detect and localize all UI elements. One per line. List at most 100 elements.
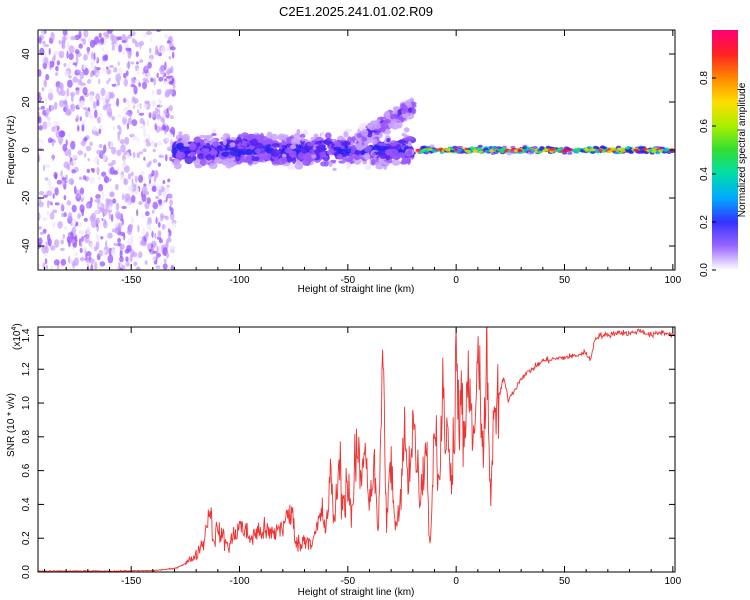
heatmap-cell	[112, 125, 116, 131]
heatmap-cell	[138, 251, 143, 258]
heatmap-cell	[211, 151, 217, 156]
heatmap-cell	[310, 152, 315, 155]
heatmap-cell	[130, 171, 134, 177]
heatmap-cell	[137, 224, 140, 233]
heatmap-cell	[127, 201, 131, 206]
heatmap-cell	[145, 231, 149, 238]
heatmap-cell	[270, 149, 280, 158]
heatmap-cell	[353, 158, 362, 165]
heatmap-cell	[87, 158, 90, 162]
heatmap-cell	[340, 145, 345, 149]
heatmap-cell	[182, 133, 190, 141]
heatmap-cell	[43, 79, 48, 88]
heatmap-xtick-label: -150	[121, 275, 141, 286]
heatmap-cell	[240, 154, 245, 161]
heatmap-cell	[170, 126, 176, 135]
heatmap-cell	[96, 72, 100, 76]
snr-multiplier: (x104)	[11, 323, 23, 350]
heatmap-panel: -150 -100 -50 0 50 100 -40 -20 0 20 40 Height of s…	[6, 29, 682, 295]
heatmap-cell	[149, 36, 153, 43]
heatmap-cell	[406, 136, 415, 141]
heatmap-cell	[68, 178, 75, 185]
heatmap-cell	[47, 200, 53, 205]
colorbar-tick-label: 0.6	[699, 119, 710, 133]
heatmap-cell	[109, 178, 112, 182]
heatmap-cell	[73, 185, 77, 195]
heatmap-cell	[107, 232, 113, 239]
heatmap-cell	[192, 155, 197, 161]
heatmap-cell	[158, 154, 165, 158]
heatmap-cell	[121, 205, 127, 210]
heatmap-cell	[465, 150, 471, 153]
heatmap-xtick-label: -100	[229, 275, 249, 286]
heatmap-cell	[406, 103, 413, 108]
heatmap-cell	[61, 40, 65, 49]
heatmap-cell	[143, 133, 147, 138]
heatmap-cell	[152, 110, 156, 119]
heatmap-cell	[176, 151, 183, 158]
snr-ytick-label: 0.6	[21, 463, 32, 477]
heatmap-cell	[63, 63, 67, 67]
heatmap-cell	[510, 150, 515, 154]
heatmap-cell	[389, 148, 399, 156]
heatmap-cell	[323, 140, 333, 144]
heatmap-cell	[107, 254, 114, 264]
heatmap-cell	[117, 213, 121, 220]
heatmap-cell	[400, 108, 407, 115]
heatmap-cell	[89, 176, 95, 184]
heatmap-cell	[75, 114, 80, 122]
heatmap-cell	[375, 119, 381, 123]
heatmap-cell	[50, 32, 55, 41]
heatmap-cell	[38, 95, 42, 102]
heatmap-cell	[53, 101, 58, 110]
heatmap-cell	[144, 80, 150, 83]
heatmap-cell	[165, 154, 168, 162]
heatmap-cell	[355, 143, 363, 149]
heatmap-cell	[142, 81, 147, 90]
heatmap-cell	[147, 133, 151, 141]
heatmap-cell	[220, 136, 225, 140]
heatmap-cell	[53, 259, 60, 266]
heatmap-cell	[48, 88, 53, 94]
heatmap-cell	[80, 100, 85, 108]
snr-ytick-label: 0.0	[21, 565, 32, 579]
heatmap-cell	[324, 160, 329, 167]
heatmap-cell	[42, 164, 46, 172]
heatmap-cell	[163, 80, 169, 85]
heatmap-cell	[59, 247, 65, 252]
heatmap-cell	[75, 87, 80, 91]
heatmap-ytick-label: 40	[21, 48, 32, 60]
heatmap-cell	[110, 248, 116, 256]
heatmap-cell	[136, 267, 140, 270]
heatmap-cell	[353, 155, 363, 160]
heatmap-cell	[105, 202, 110, 212]
heatmap-cell	[138, 82, 142, 87]
heatmap-cell	[398, 139, 406, 144]
heatmap-cell	[113, 67, 118, 73]
heatmap-cell	[65, 139, 68, 147]
heatmap-cell	[158, 198, 163, 206]
heatmap-cell	[152, 148, 156, 153]
heatmap-cell	[38, 212, 41, 221]
heatmap-cell	[67, 212, 73, 221]
heatmap-xlabel: Height of straight line (km)	[298, 284, 415, 295]
heatmap-cell	[429, 144, 435, 148]
heatmap-cell	[571, 149, 577, 153]
heatmap-cell	[354, 149, 361, 155]
heatmap-cell	[188, 142, 197, 151]
heatmap-cell	[105, 240, 108, 250]
heatmap-cell	[270, 133, 278, 141]
heatmap-cell	[427, 148, 433, 151]
heatmap-cell	[50, 265, 54, 270]
heatmap-cell	[152, 255, 157, 262]
heatmap-cell	[160, 46, 167, 54]
heatmap-cell	[93, 52, 96, 61]
heatmap-cell	[152, 250, 158, 254]
heatmap-cell	[169, 205, 172, 211]
heatmap-cell	[125, 47, 132, 52]
heatmap-cell	[166, 47, 171, 52]
heatmap-cell	[38, 138, 42, 144]
heatmap-cell	[60, 170, 63, 177]
heatmap-cell	[138, 235, 142, 240]
heatmap-cell	[154, 123, 157, 131]
